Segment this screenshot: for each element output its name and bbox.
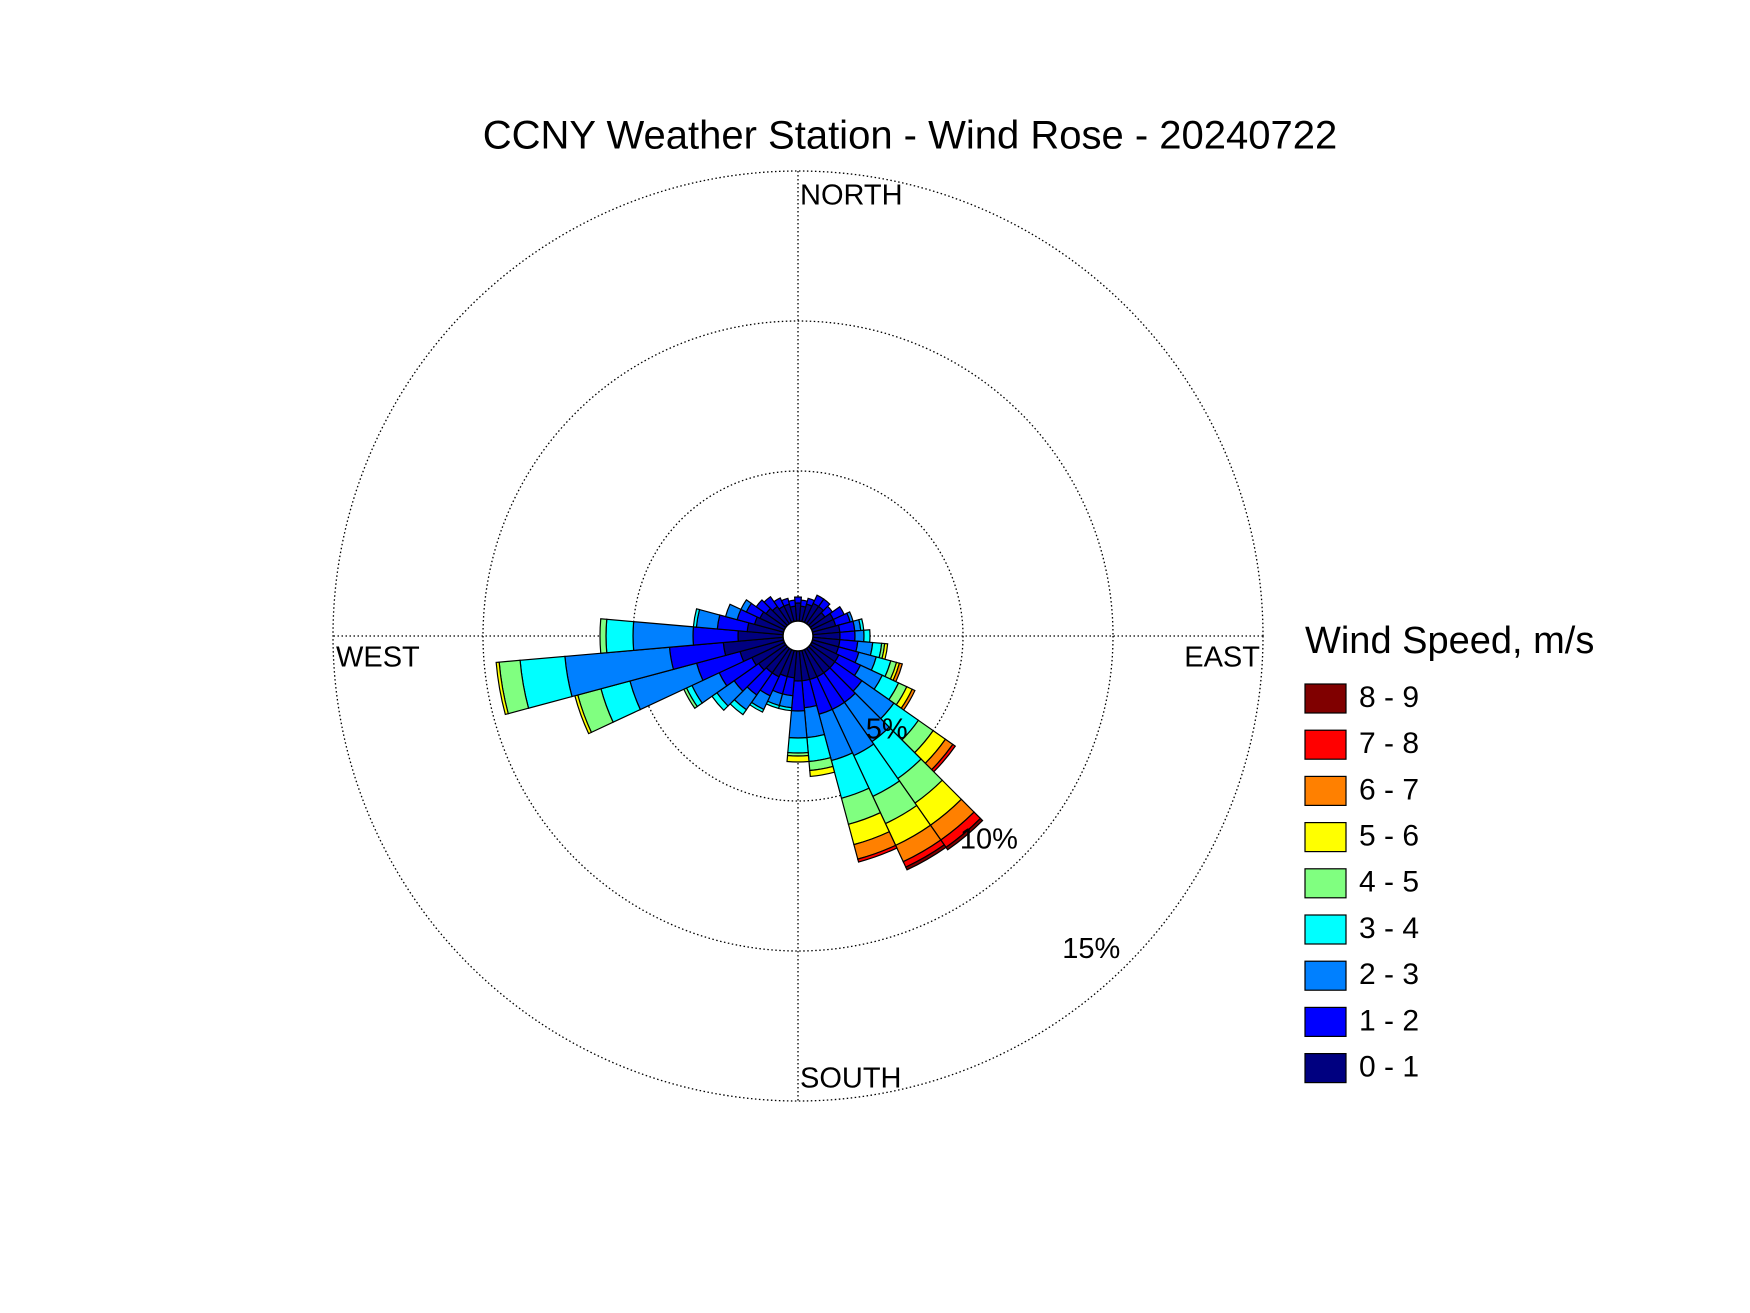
wedge [793,596,803,604]
chart-title: CCNY Weather Station - Wind Rose - 20240… [483,114,1338,158]
direction-label: WEST [336,642,420,674]
legend-label: 4 - 5 [1359,866,1419,899]
direction-label: SOUTH [800,1063,902,1095]
legend-title: Wind Speed, m/s [1305,620,1594,662]
wedge [787,736,809,754]
wedge [724,603,742,621]
wedge [786,754,810,763]
wedge [788,710,808,739]
legend-swatch [1304,683,1347,714]
wedge [763,595,779,612]
legend-label: 7 - 8 [1359,727,1419,760]
wedge [817,598,831,612]
wedge [904,844,947,871]
wedge [857,844,898,863]
r-tick-label: 10% [960,823,1018,855]
wedge [863,629,871,643]
wedge [605,618,635,654]
wedge [780,597,791,607]
legend-swatch [1304,1052,1347,1084]
legend-label: 0 - 1 [1359,1051,1419,1084]
legend-label: 3 - 4 [1359,912,1419,945]
legend-label: 5 - 6 [1359,820,1419,853]
r-tick-label: 15% [1062,933,1120,965]
wedge [632,620,695,652]
legend-swatch [1304,1006,1347,1038]
legend-swatch [1304,729,1347,760]
wedge [945,817,984,851]
wedge [495,661,509,716]
direction-label: EAST [1184,642,1260,674]
legend-swatch [1304,914,1347,945]
wedge [854,629,865,643]
wedge [809,765,836,778]
wedge [692,608,701,628]
overlay: 5% 10% 15% NORTH SOUTH WEST EAST [336,180,1260,1095]
legend-label: 1 - 2 [1359,1004,1419,1037]
wedge [695,608,721,630]
wedge [740,599,753,613]
wedge [519,655,573,709]
legend-label: 2 - 3 [1359,958,1419,991]
legend-label: 6 - 7 [1359,773,1419,806]
legend-swatch [1304,775,1347,807]
legend-swatch [1304,960,1347,991]
direction-label: NORTH [800,180,903,212]
wedge [787,599,797,608]
r-tick-label: 5% [866,714,908,746]
legend-label: 8 - 9 [1359,681,1419,714]
legend-swatch [1304,868,1347,899]
center-hole [782,620,814,652]
wedge [600,618,601,654]
legend-swatch [1304,821,1347,853]
wedges [495,594,984,871]
wedge [599,618,608,654]
wedge [755,599,772,615]
